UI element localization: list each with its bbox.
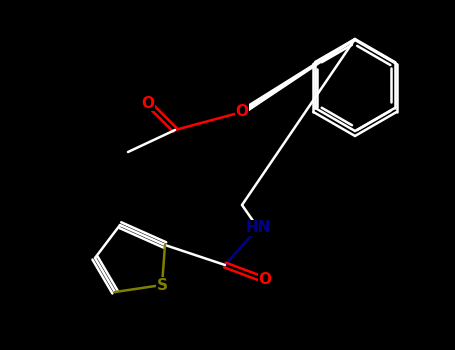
Text: HN: HN bbox=[245, 220, 271, 236]
Text: O: O bbox=[258, 273, 272, 287]
Text: O: O bbox=[142, 96, 155, 111]
Text: S: S bbox=[157, 278, 167, 293]
Text: O: O bbox=[236, 105, 248, 119]
Polygon shape bbox=[241, 38, 355, 114]
